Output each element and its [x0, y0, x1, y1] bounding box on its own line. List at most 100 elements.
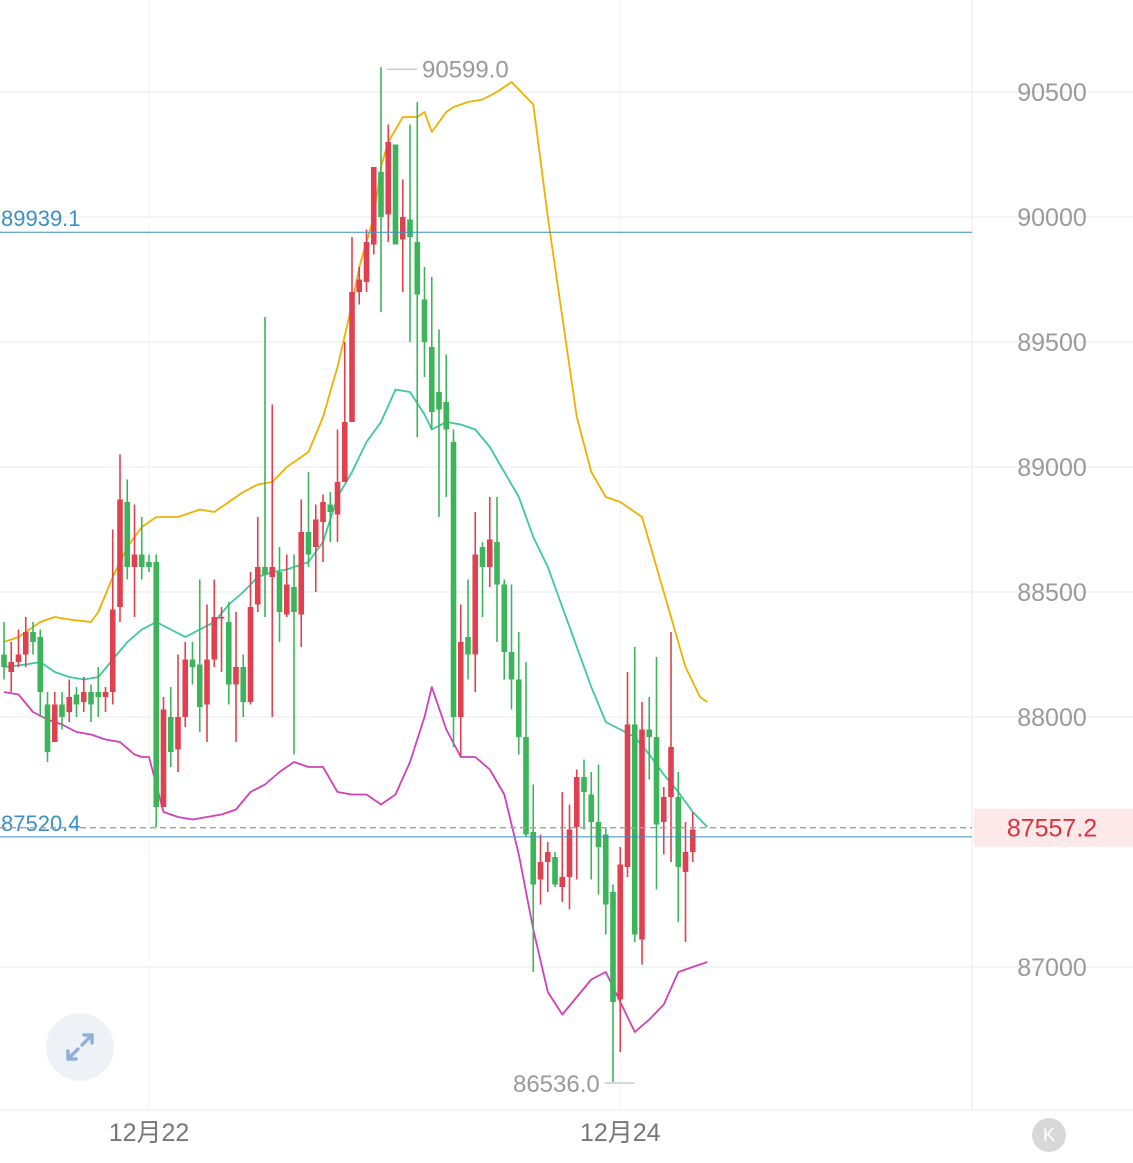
candle-body	[515, 679, 522, 737]
candle-body	[196, 664, 203, 707]
candle-body	[109, 609, 116, 692]
expand-button[interactable]	[46, 1013, 114, 1081]
candle-body	[450, 442, 457, 717]
candle-body	[102, 692, 109, 697]
candle-body	[218, 617, 225, 619]
y-tick-label: 87000	[1017, 954, 1087, 982]
candle-body	[385, 142, 392, 215]
candle-body	[334, 482, 341, 515]
candle-body	[160, 709, 167, 807]
candle-body	[124, 502, 131, 567]
candle-body	[457, 642, 464, 717]
candle-body	[262, 567, 268, 575]
candle-body	[225, 622, 232, 685]
candle-body	[327, 504, 334, 512]
candle-body	[631, 724, 638, 935]
candle-body	[240, 667, 247, 702]
candle-body	[312, 519, 319, 547]
candle-body	[283, 584, 290, 615]
candle-body	[588, 794, 595, 822]
candle-body	[298, 532, 305, 615]
x-tick-label: 12月24	[580, 1119, 661, 1147]
candle-body	[66, 697, 73, 712]
candle-body	[356, 279, 363, 292]
y-tick-label: 89500	[1017, 329, 1087, 357]
candle-body	[22, 632, 29, 655]
upper-band-line	[3, 81, 708, 703]
y-tick-label: 88500	[1017, 579, 1087, 607]
candle-body	[247, 607, 254, 702]
candle-body	[537, 862, 544, 880]
candle-body	[494, 542, 500, 585]
candle-body	[349, 292, 355, 422]
candle-body	[595, 822, 602, 847]
candle-body	[320, 502, 326, 522]
candle-body	[675, 797, 682, 867]
candle-body	[378, 172, 384, 217]
candle-body	[414, 242, 421, 295]
candle-body	[80, 692, 87, 702]
candle-body	[508, 652, 515, 680]
candle-body	[472, 554, 479, 655]
candle-body	[44, 704, 51, 752]
candle-body	[30, 632, 36, 642]
candle-body	[1, 654, 7, 667]
candle-body	[602, 834, 609, 905]
candle-body	[523, 737, 529, 835]
level-label: 89939.1	[1, 206, 81, 231]
candle-body	[182, 659, 189, 717]
candle-body	[363, 242, 370, 282]
candle-body	[8, 662, 15, 672]
candle-body	[204, 659, 210, 705]
candle-body	[153, 562, 160, 807]
candle-body	[682, 852, 689, 872]
candle-body	[254, 567, 261, 605]
candle-body	[305, 532, 312, 555]
candle-body	[428, 347, 435, 412]
middle-band-line	[3, 388, 708, 828]
lower-band-line	[3, 686, 708, 1033]
candle-body	[15, 654, 22, 662]
x-tick-label: 12月22	[109, 1119, 190, 1147]
candle-body	[559, 877, 566, 887]
y-tick-label: 90500	[1017, 79, 1087, 107]
candle-body	[689, 829, 696, 852]
candle-body	[399, 217, 406, 240]
candle-body	[211, 617, 218, 660]
candle-body	[465, 637, 471, 655]
candle-body	[653, 737, 660, 825]
candle-body	[624, 724, 631, 867]
candle-body	[73, 694, 80, 705]
candle-body	[544, 852, 551, 862]
candle-body	[581, 777, 587, 792]
candle-body	[407, 219, 413, 237]
candle-body	[138, 554, 145, 567]
y-tick-label: 88000	[1017, 704, 1087, 732]
candle-body	[276, 572, 283, 612]
candle-body	[421, 299, 428, 342]
last-price-tag-bg	[974, 808, 1133, 847]
candle-body	[370, 167, 377, 245]
candle-body	[646, 729, 653, 737]
candle-body	[668, 747, 674, 797]
candle-body	[660, 797, 667, 822]
candle-body	[443, 402, 450, 430]
candle-body	[617, 864, 624, 1000]
candle-body	[530, 832, 537, 885]
last-price-tag: 87557.2	[1007, 815, 1097, 843]
candle-body	[486, 539, 493, 567]
candle-body	[610, 892, 616, 1002]
candle-body	[95, 692, 102, 697]
min-price-label: 86536.0	[513, 1071, 600, 1098]
candle-body	[341, 422, 348, 482]
candle-body	[291, 587, 297, 612]
k-badge-icon[interactable]: K	[1032, 1118, 1066, 1152]
candle-body	[59, 704, 65, 717]
candle-body	[392, 144, 399, 245]
candle-body	[233, 667, 239, 685]
candle-body	[175, 717, 181, 750]
candle-body	[189, 659, 196, 667]
candle-body	[501, 584, 508, 652]
